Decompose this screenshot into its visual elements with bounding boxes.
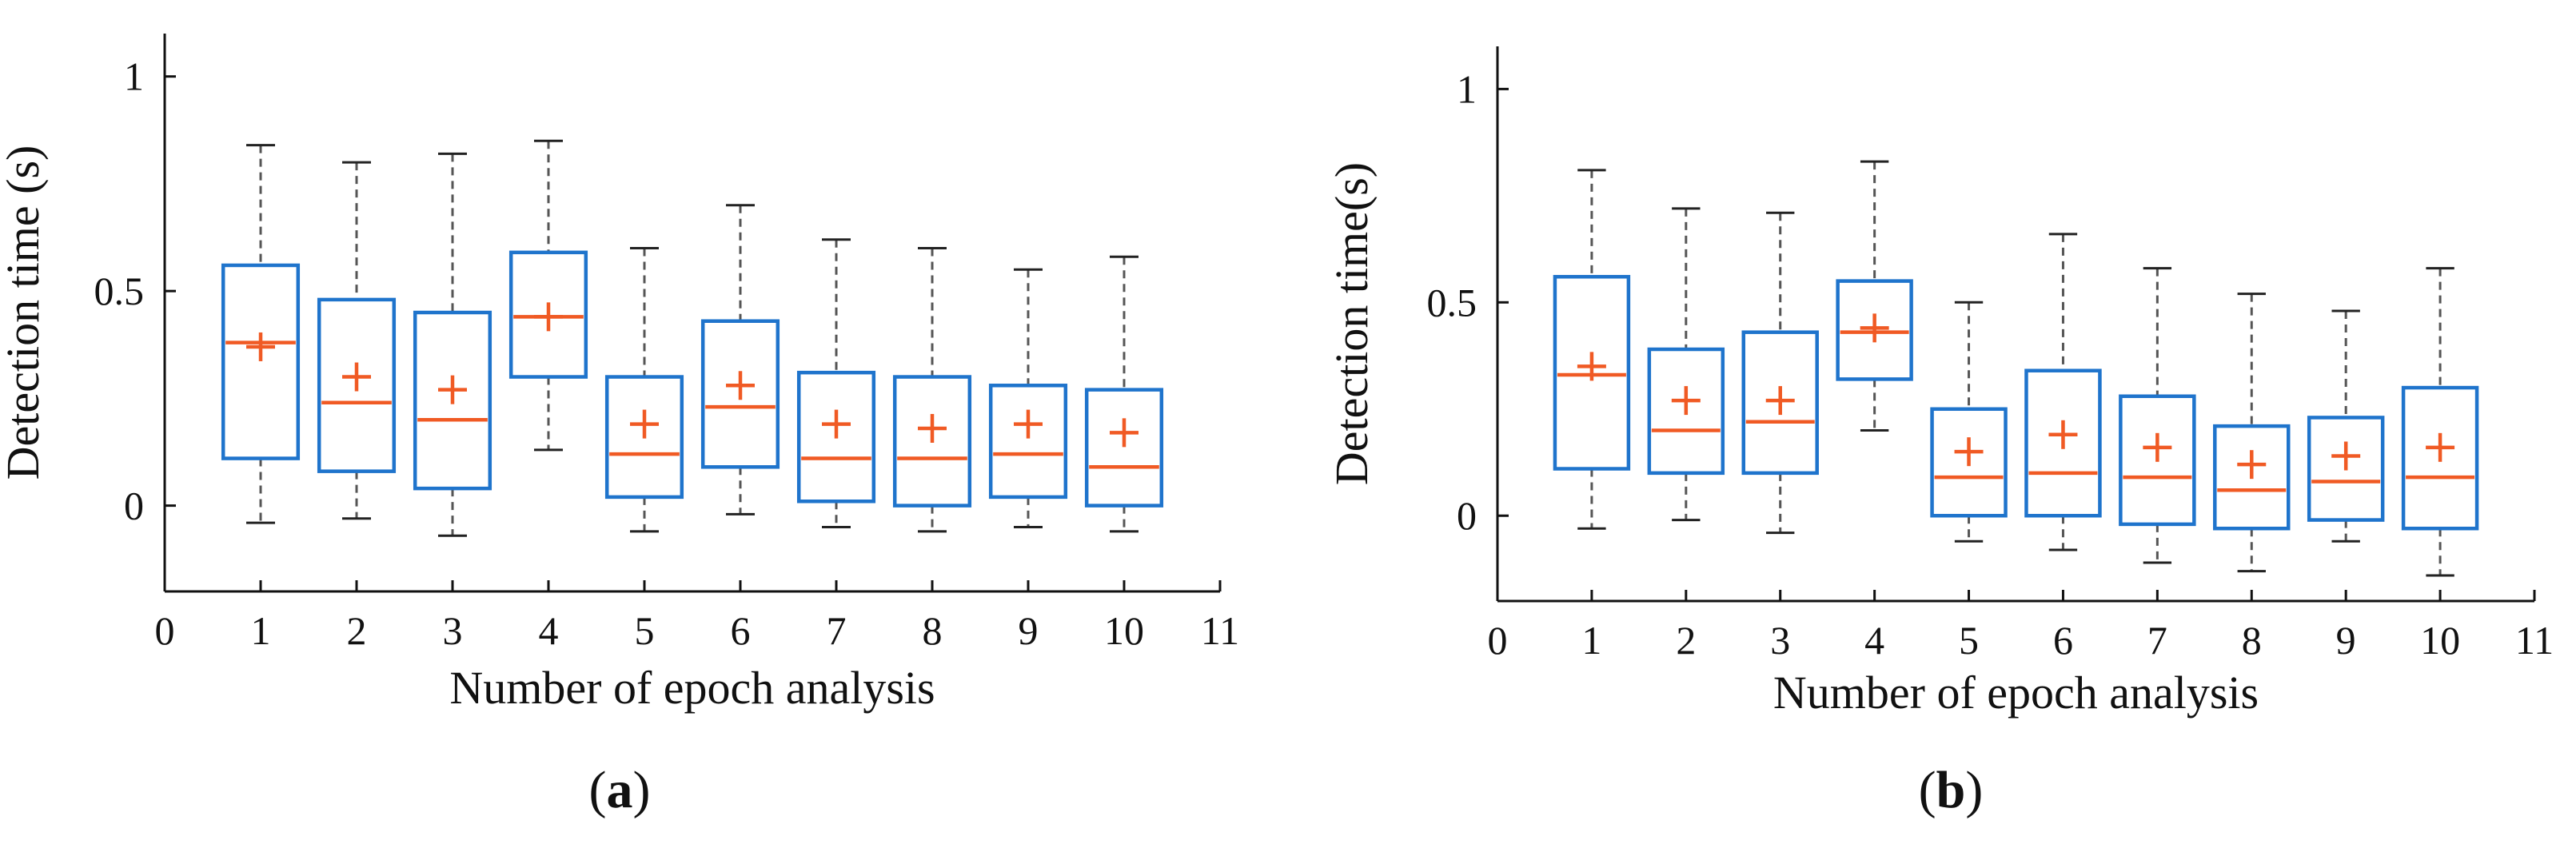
iqr-box: [1741, 330, 1819, 476]
box-5: [604, 246, 684, 533]
x-tick-label: 6: [2053, 618, 2073, 663]
box-5: [1930, 301, 2008, 543]
iqr-box: [1930, 407, 2008, 518]
iqr-box: [2307, 416, 2385, 522]
box-10: [2401, 267, 2479, 577]
x-tick-label: 10: [2420, 618, 2460, 663]
y-axis-title: Detection time (s): [0, 145, 49, 480]
x-tick-label: 3: [1770, 618, 1790, 663]
x-tick-label: 8: [923, 608, 943, 653]
iqr-box: [317, 297, 397, 473]
x-tick-label: 1: [251, 608, 271, 653]
iqr-box: [413, 310, 492, 491]
x-tick-label: 5: [635, 608, 655, 653]
x-tick-label: 7: [2147, 618, 2167, 663]
x-tick-label: 1: [1581, 618, 1601, 663]
panel-label-a: (a): [589, 761, 651, 819]
x-axis-title: Number of epoch analysis: [449, 662, 935, 714]
iqr-box: [892, 375, 972, 508]
iqr-box: [508, 250, 588, 379]
x-axis-title: Number of epoch analysis: [1773, 667, 2259, 719]
y-tick-label: 0: [124, 484, 144, 528]
iqr-box: [1084, 388, 1164, 508]
iqr-box: [796, 370, 876, 504]
y-tick-label: 1: [124, 54, 144, 99]
iqr-box: [2024, 368, 2102, 518]
iqr-box: [1836, 279, 1913, 381]
box-6: [700, 204, 780, 516]
box-9: [988, 268, 1068, 528]
x-tick-label: 0: [1488, 618, 1508, 663]
iqr-box: [221, 263, 301, 460]
box-1: [221, 144, 301, 524]
y-tick-label: 0.5: [94, 269, 145, 313]
x-tick-label: 9: [2336, 618, 2356, 663]
box-7: [2119, 267, 2196, 564]
box-6: [2024, 233, 2102, 551]
y-tick-label: 0.5: [1427, 280, 1477, 324]
x-tick-label: 2: [347, 608, 367, 653]
iqr-box: [2401, 385, 2479, 531]
x-tick-label: 3: [443, 608, 463, 653]
box-3: [413, 152, 492, 537]
box-4: [508, 139, 588, 452]
box-3: [1741, 211, 1819, 535]
box-10: [1084, 255, 1164, 533]
x-tick-label: 4: [1864, 618, 1884, 663]
box-1: [1553, 169, 1631, 530]
y-axis-title: Detection time(s): [1326, 162, 1378, 485]
iqr-box: [604, 375, 684, 500]
x-tick-label: 7: [827, 608, 847, 653]
y-tick-label: 1: [1457, 66, 1477, 111]
iqr-box: [988, 384, 1068, 500]
iqr-box: [700, 319, 780, 469]
x-tick-label: 2: [1676, 618, 1696, 663]
x-tick-label: 11: [1201, 608, 1239, 653]
x-tick-label: 10: [1104, 608, 1144, 653]
box-8: [892, 246, 972, 533]
box-2: [1647, 207, 1725, 522]
iqr-box: [1553, 275, 1631, 471]
box-8: [2213, 293, 2291, 573]
box-2: [317, 161, 397, 520]
box-4: [1836, 160, 1913, 432]
box-7: [796, 238, 876, 528]
panel-label-b: (b): [1919, 761, 1984, 819]
x-tick-label: 6: [731, 608, 751, 653]
x-tick-label: 5: [1959, 618, 1979, 663]
x-tick-label: 4: [539, 608, 559, 653]
box-9: [2307, 309, 2385, 543]
iqr-box: [2119, 394, 2196, 527]
x-tick-label: 8: [2242, 618, 2262, 663]
x-tick-label: 11: [2515, 618, 2554, 663]
x-tick-label: 9: [1019, 608, 1039, 653]
y-tick-label: 0: [1457, 493, 1477, 538]
iqr-box: [2213, 424, 2291, 531]
iqr-box: [1647, 347, 1725, 476]
x-tick-label: 0: [155, 608, 175, 653]
